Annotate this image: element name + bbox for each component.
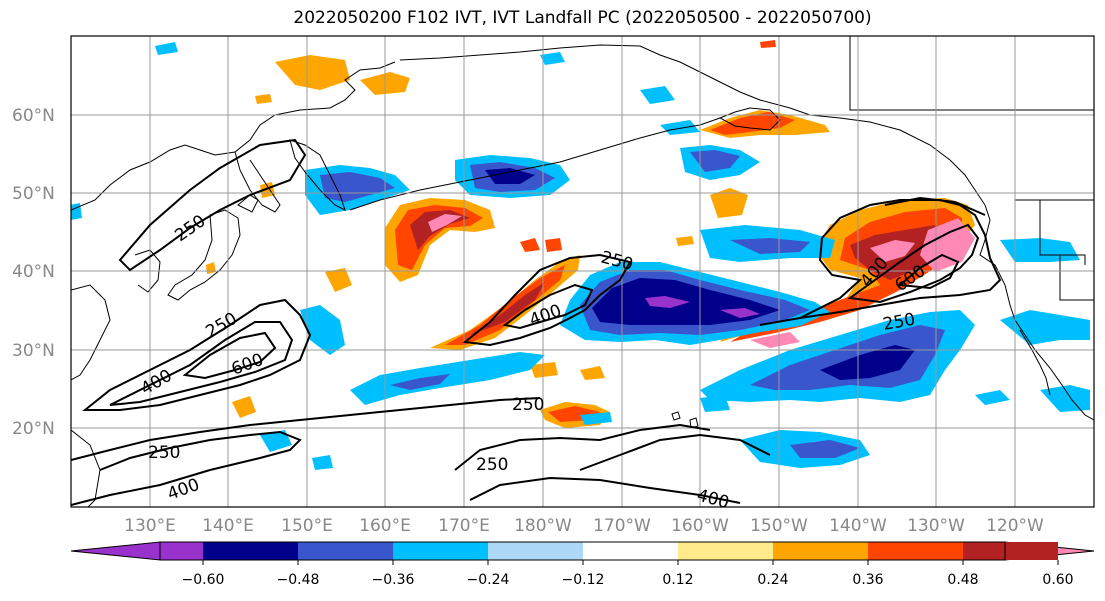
colorbar-segment <box>963 542 1058 560</box>
lon-label: 160°E <box>359 516 411 536</box>
colorbar-tick-label: 0.36 <box>852 572 883 588</box>
graticule <box>71 36 1094 507</box>
colorbar-tick-label: −0.60 <box>182 572 225 588</box>
contour-label: 400 <box>695 486 732 514</box>
colorbar-tick-label: 0.60 <box>1042 572 1073 588</box>
lon-label: 170°W <box>593 516 651 536</box>
colorbar-tick-label: −0.36 <box>372 572 415 588</box>
colorbar-segment <box>203 542 298 560</box>
colorbar-tick-label: 0.48 <box>947 572 978 588</box>
colorbar-tick-label: 0.24 <box>757 572 788 588</box>
colorbar-tick-label: −0.48 <box>277 572 320 588</box>
colorbar-segment <box>583 542 678 560</box>
colorbar-segment <box>488 542 583 560</box>
colorbar-segment <box>298 542 393 560</box>
colorbar-segment <box>678 542 773 560</box>
colorbar-segment <box>773 542 868 560</box>
lat-label: 20°N <box>12 419 55 439</box>
lon-label: 140°W <box>829 516 887 536</box>
map-title: 2022050200 F102 IVT, IVT Landfall PC (20… <box>293 8 872 28</box>
map-content: 250 250 400 600 250 250 400 250 400 600 … <box>71 36 1094 514</box>
colorbar-segment <box>160 542 203 560</box>
lon-label: 150°W <box>750 516 808 536</box>
lat-label: 60°N <box>12 106 55 126</box>
lon-label: 130°W <box>907 516 965 536</box>
contour-label: 250 <box>148 443 180 463</box>
colorbar: −0.60 −0.48 −0.36 −0.24 −0.12 0.12 0.24 0.36 0.4… <box>70 541 1095 588</box>
colorbar-tick-label: −0.12 <box>562 572 605 588</box>
lon-label: 130°E <box>124 516 176 536</box>
lat-label: 40°N <box>12 262 55 282</box>
lon-label: 180°W <box>514 516 572 536</box>
lon-label: 120°W <box>986 516 1044 536</box>
colorbar-segment <box>868 542 963 560</box>
colorbar-tick-label: −0.24 <box>467 572 510 588</box>
contour-label: 250 <box>512 395 544 415</box>
lon-label: 160°W <box>671 516 729 536</box>
colorbar-tick-label: 0.12 <box>662 572 693 588</box>
lon-label: 140°E <box>202 516 254 536</box>
contour-label: 250 <box>476 455 508 475</box>
lon-label: 170°E <box>438 516 490 536</box>
latitude-labels: 60°N 50°N 40°N 30°N 20°N <box>12 106 55 439</box>
colorbar-segment <box>393 542 488 560</box>
lon-label: 150°E <box>281 516 333 536</box>
colorbar-extend-left <box>70 541 161 561</box>
ivt-contours <box>71 138 1002 506</box>
lat-label: 30°N <box>12 341 55 361</box>
lat-label: 50°N <box>12 184 55 204</box>
positive-ivt-shading <box>206 40 975 428</box>
longitude-labels: 130°E 140°E 150°E 160°E 170°E 180°W 170°… <box>124 516 1044 536</box>
map-frame <box>70 35 1095 508</box>
